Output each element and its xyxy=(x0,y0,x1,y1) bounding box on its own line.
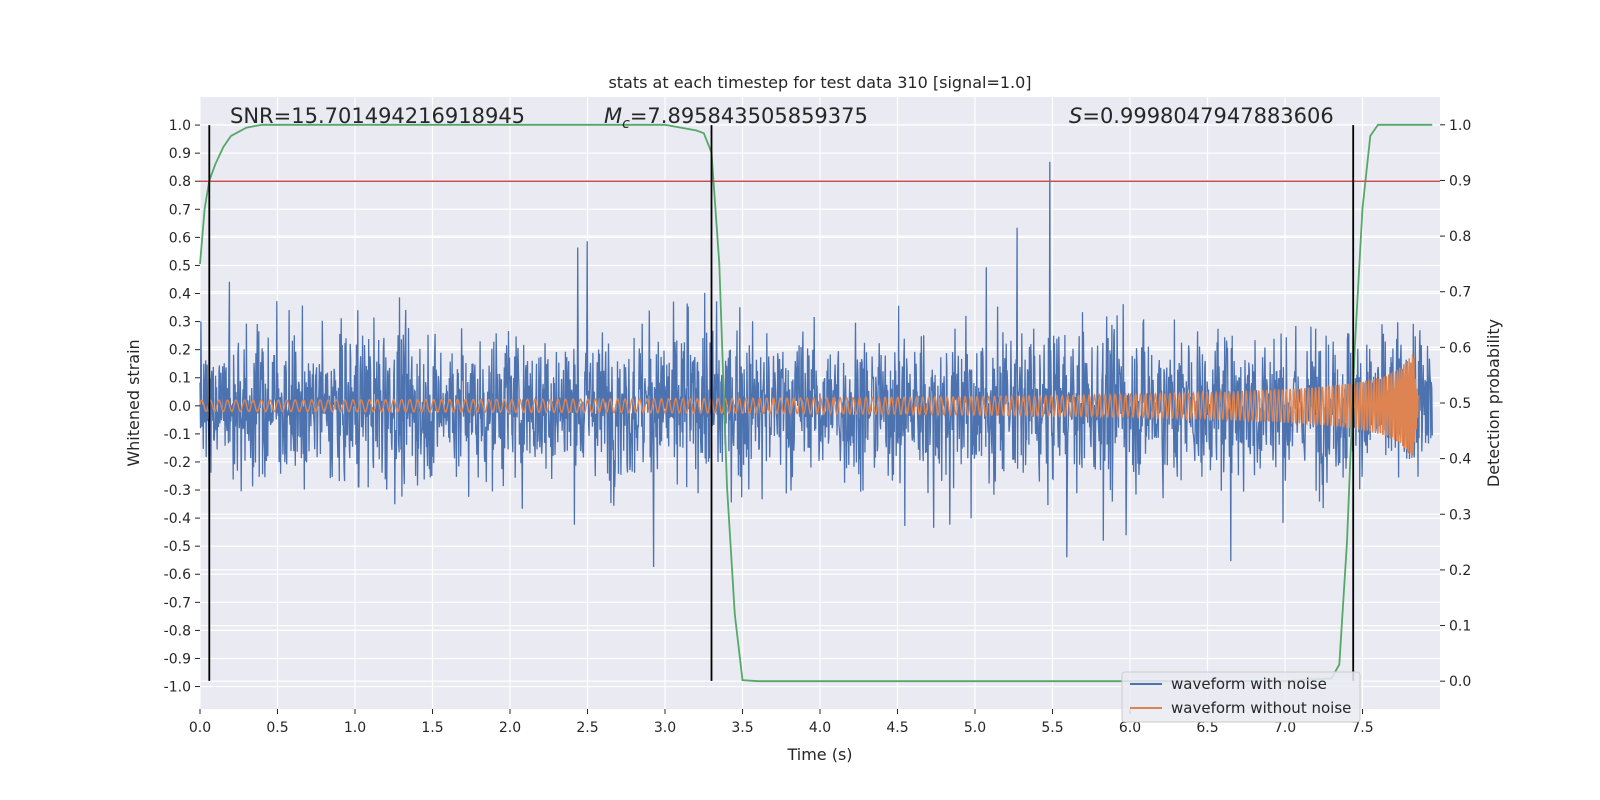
chirp-mass-annotation: Mc=7.895843505859375 xyxy=(604,104,868,132)
marker-lines xyxy=(208,125,1355,681)
x-tick-label: 3.0 xyxy=(654,720,676,736)
detection-probability-line xyxy=(199,123,1433,683)
y-tick-label: 0.7 xyxy=(169,202,191,218)
x-tick-label: 1.0 xyxy=(344,720,366,736)
x-tick-label: 5.0 xyxy=(964,720,986,736)
x-axis-label: Time (s) xyxy=(786,745,852,764)
y-tick-label: -0.9 xyxy=(164,651,191,667)
chirp-mass-symbol: M xyxy=(604,104,622,128)
y-tick-label: -0.7 xyxy=(164,595,191,611)
y-tick-label: -0.8 xyxy=(164,623,191,639)
x-tick-label: 6.5 xyxy=(1196,720,1218,736)
x-axis-ticks: 0.0 0.5 1.0 1.5 2.0 2.5 3.0 3.5 4.0 4.5 5.0 5.5 6.0 6… xyxy=(189,709,1374,736)
x-tick-label: 7.5 xyxy=(1351,720,1373,736)
y-tick-label: 0.8 xyxy=(169,174,191,190)
x-tick-label: 5.5 xyxy=(1041,720,1063,736)
y-right-tick-label: 0.3 xyxy=(1449,507,1471,523)
y-tick-label: 0.0 xyxy=(169,399,191,415)
y-tick-label: -0.1 xyxy=(164,427,191,443)
x-tick-label: 0.0 xyxy=(189,720,211,736)
s-value: =0.9998047947883606 xyxy=(1082,104,1333,128)
y-tick-label: 0.1 xyxy=(169,371,191,387)
series-detection-probability xyxy=(199,123,1433,683)
chirp-mass-subscript: c xyxy=(622,116,630,132)
y-tick-label: 0.4 xyxy=(169,287,191,303)
y-axis-right-ticks: 1.0 0.9 0.8 0.7 0.6 0.5 0.4 0.3 0.2 0.1 0.0 xyxy=(1440,118,1471,690)
y-tick-label: 0.3 xyxy=(169,315,191,331)
y-right-tick-label: 0.9 xyxy=(1449,173,1471,189)
legend: waveform with noise waveform without noi… xyxy=(1121,671,1361,723)
legend-label-clean: waveform without noise xyxy=(1171,699,1351,717)
legend-label-noise: waveform with noise xyxy=(1171,675,1327,693)
y-tick-label: 0.5 xyxy=(169,258,191,274)
s-annotation: S=0.9998047947883606 xyxy=(1069,104,1334,128)
x-tick-label: 0.5 xyxy=(266,720,288,736)
y-tick-label: 1.0 xyxy=(169,118,191,134)
y-right-tick-label: 0.6 xyxy=(1449,340,1471,356)
y-right-tick-label: 0.8 xyxy=(1449,229,1471,245)
chirp-mass-value: =7.895843505859375 xyxy=(630,104,868,128)
y-tick-label: 0.2 xyxy=(169,343,191,359)
y-right-tick-label: 0.7 xyxy=(1449,285,1471,301)
x-tick-label: 7.0 xyxy=(1274,720,1296,736)
y-right-tick-label: 0.2 xyxy=(1449,563,1471,579)
y-right-tick-label: 1.0 xyxy=(1449,118,1471,134)
y-right-tick-label: 0.4 xyxy=(1449,452,1471,468)
clean-waveform-line xyxy=(199,354,1419,457)
noise-waveform-line xyxy=(199,161,1433,568)
x-tick-label: 6.0 xyxy=(1119,720,1141,736)
x-tick-label: 4.5 xyxy=(886,720,908,736)
y-axis-left-label: Whitened strain xyxy=(124,339,143,466)
y-tick-label: -0.4 xyxy=(164,511,191,527)
snr-annotation: SNR=15.701494216918945 xyxy=(230,104,525,128)
y-tick-label: -1.0 xyxy=(164,680,191,696)
y-tick-label: 0.9 xyxy=(169,146,191,162)
y-axis-right-label: Detection probability xyxy=(1484,319,1503,487)
y-tick-label: -0.6 xyxy=(164,567,191,583)
x-tick-label: 2.5 xyxy=(576,720,598,736)
series-waveform-with-noise xyxy=(199,161,1433,568)
x-tick-label: 1.5 xyxy=(421,720,443,736)
y-right-tick-label: 0.1 xyxy=(1449,619,1471,635)
s-symbol: S xyxy=(1069,104,1082,128)
y-right-tick-label: 0.0 xyxy=(1449,674,1471,690)
x-tick-label: 2.0 xyxy=(499,720,521,736)
y-tick-label: -0.3 xyxy=(164,483,191,499)
legend-box xyxy=(1121,671,1361,723)
series-waveform-without-noise xyxy=(199,354,1419,457)
x-tick-label: 3.5 xyxy=(731,720,753,736)
chart-title: stats at each timestep for test data 310… xyxy=(608,73,1031,92)
x-tick-label: 4.0 xyxy=(809,720,831,736)
y-tick-label: -0.2 xyxy=(164,455,191,471)
y-tick-label: 0.6 xyxy=(169,230,191,246)
y-tick-label: -0.5 xyxy=(164,539,191,555)
y-right-tick-label: 0.5 xyxy=(1449,396,1471,412)
y-axis-left-ticks: 1.0 0.9 0.8 0.7 0.6 0.5 0.4 0.3 0.2 0.1 0.0 -0.1 -0.… xyxy=(164,118,200,696)
